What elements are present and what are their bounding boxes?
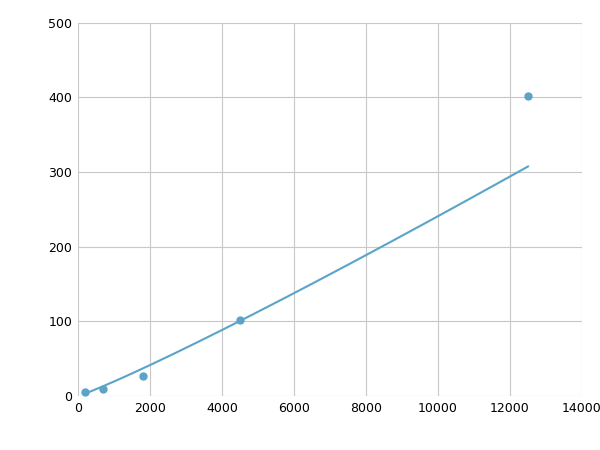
- Point: [98, 386, 108, 393]
- Point: [523, 92, 533, 99]
- Point: [235, 316, 245, 324]
- Point: [138, 372, 148, 379]
- Point: [80, 389, 90, 396]
